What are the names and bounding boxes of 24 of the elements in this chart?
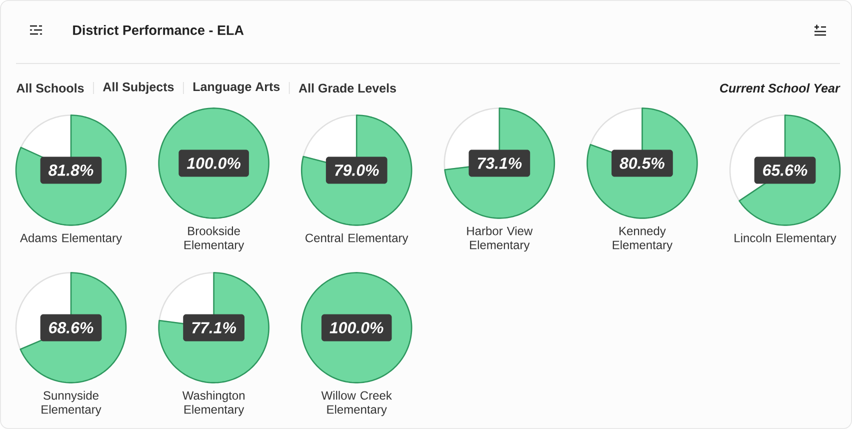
data-label: 68.6% [49,322,94,334]
text: Lincoln Elementary [734,233,836,245]
text: Language Arts [193,82,280,94]
data-label: 79.0% [335,164,379,176]
data-label: 80.5% [620,158,664,169]
text: Central Elementary [306,233,408,245]
text: Adams Elementary [20,233,122,245]
text: Kennedy Elementary [612,226,673,252]
text: All Subjects [102,82,174,94]
text: Brookside Elementary [184,226,244,252]
data-label: 100.0% [186,158,240,169]
text: Current School Year [720,83,840,93]
text: All Grade Levels [298,83,396,93]
text: Harbor View Elementary [467,226,533,252]
text: Washington Elementary [182,390,244,416]
text: All Schools [16,83,84,93]
text: Willow Creek Elementary [321,390,392,416]
text: District Performance - ELA [73,25,244,35]
data-label: 73.1% [478,158,522,169]
data-label: 65.6% [763,164,808,176]
data-label: 77.1% [192,322,236,334]
data-label: 100.0% [330,322,384,334]
text: Sunnyside Elementary [42,390,102,416]
data-label: 81.8% [48,164,94,176]
